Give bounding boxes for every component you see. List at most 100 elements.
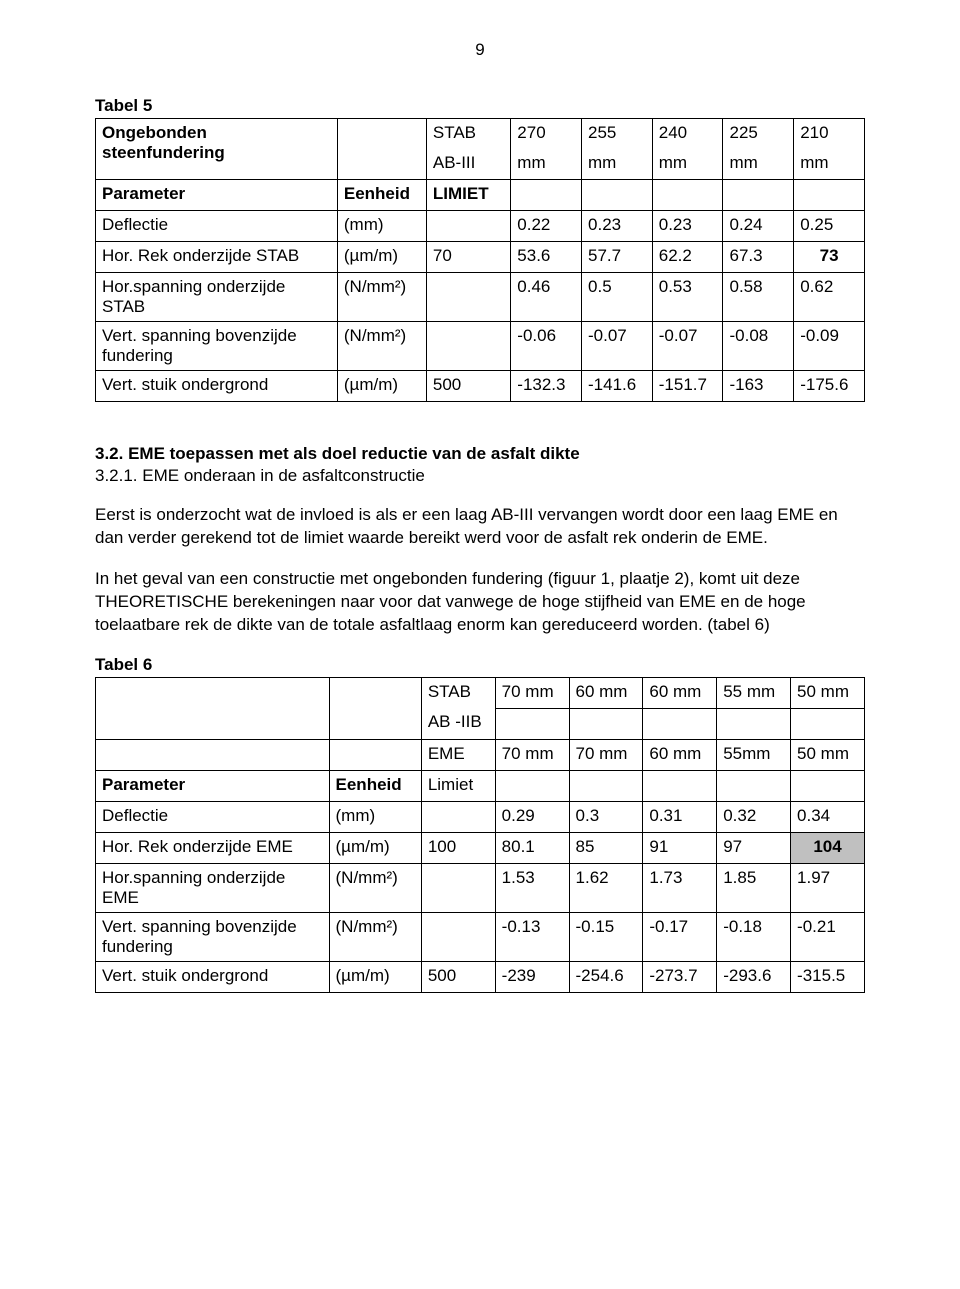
cell: -0.08 xyxy=(723,322,794,371)
cell: 0.62 xyxy=(794,273,865,322)
cell xyxy=(421,863,495,912)
cell: (mm) xyxy=(329,801,421,832)
table-row: EME 70 mm 70 mm 60 mm 55mm 50 mm xyxy=(96,739,865,770)
cell: 270 xyxy=(517,123,545,142)
cell: (N/mm²) xyxy=(329,912,421,961)
section-heading-3-2: 3.2. EME toepassen met als doel reductie… xyxy=(95,444,865,464)
cell: Limiet xyxy=(421,770,495,801)
cell: 240 xyxy=(659,123,687,142)
cell: 500 xyxy=(421,961,495,992)
cell: Deflectie xyxy=(96,211,338,242)
cell: 0.53 xyxy=(652,273,723,322)
table-row: Deflectie(mm)0.220.230.230.240.25 xyxy=(96,211,865,242)
cell: 0.22 xyxy=(511,211,582,242)
cell: Eenheid xyxy=(329,770,421,801)
cell: -141.6 xyxy=(582,371,653,402)
cell: 60 mm xyxy=(643,739,717,770)
cell xyxy=(426,322,510,371)
cell: mm xyxy=(659,153,687,172)
table-row: STAB 70 mm 60 mm 60 mm 55 mm 50 mm xyxy=(96,677,865,708)
cell: -132.3 xyxy=(511,371,582,402)
cell: Vert. spanning bovenzijdefundering xyxy=(96,322,338,371)
table-row: Hor. Rek onderzijde EME(µm/m)10080.18591… xyxy=(96,832,865,863)
cell: -175.6 xyxy=(794,371,865,402)
cell: 0.34 xyxy=(791,801,865,832)
cell: 500 xyxy=(426,371,510,402)
cell: (µm/m) xyxy=(337,371,426,402)
table-row: Parameter Eenheid Limiet xyxy=(96,770,865,801)
cell: -0.15 xyxy=(569,912,643,961)
cell: LIMIET xyxy=(426,180,510,211)
cell: 50 mm xyxy=(791,739,865,770)
cell: Eenheid xyxy=(337,180,426,211)
cell: (µm/m) xyxy=(329,961,421,992)
cell: Vert. spanning bovenzijdefundering xyxy=(96,912,330,961)
cell: STAB xyxy=(433,123,476,142)
table-row: Vert. stuik ondergrond(µm/m)500-239-254.… xyxy=(96,961,865,992)
cell: mm xyxy=(800,153,828,172)
cell: EME xyxy=(421,739,495,770)
cell: Vert. stuik ondergrond xyxy=(96,371,338,402)
cell: -293.6 xyxy=(717,961,791,992)
cell: Hor. Rek onderzijde STAB xyxy=(96,242,338,273)
cell: (N/mm²) xyxy=(329,863,421,912)
cell: 85 xyxy=(569,832,643,863)
cell: -0.21 xyxy=(791,912,865,961)
cell: -0.09 xyxy=(794,322,865,371)
paragraph: In het geval van een constructie met ong… xyxy=(95,568,865,637)
table-row: Deflectie(mm)0.290.30.310.320.34 xyxy=(96,801,865,832)
cell: (µm/m) xyxy=(337,242,426,273)
cell: 55mm xyxy=(717,739,791,770)
cell: 55 mm xyxy=(717,677,791,708)
cell: 67.3 xyxy=(723,242,794,273)
cell: 70 xyxy=(426,242,510,273)
cell: 0.46 xyxy=(511,273,582,322)
cell: 0.31 xyxy=(643,801,717,832)
cell: Parameter xyxy=(96,180,338,211)
cell: 1.85 xyxy=(717,863,791,912)
cell: -0.07 xyxy=(582,322,653,371)
cell: 1.53 xyxy=(495,863,569,912)
cell: 0.23 xyxy=(652,211,723,242)
cell: 210 xyxy=(800,123,828,142)
cell: AB-III xyxy=(433,153,476,172)
paragraph: Eerst is onderzocht wat de invloed is al… xyxy=(95,504,865,550)
cell: Hor.spanning onderzijdeSTAB xyxy=(96,273,338,322)
cell: -163 xyxy=(723,371,794,402)
cell: (N/mm²) xyxy=(337,322,426,371)
cell: 60 mm xyxy=(643,677,717,708)
cell: Parameter xyxy=(96,770,330,801)
cell: 70 mm xyxy=(569,739,643,770)
table-row: Vert. spanning bovenzijdefundering(N/mm²… xyxy=(96,322,865,371)
cell: mm xyxy=(729,153,757,172)
cell: 100 xyxy=(421,832,495,863)
cell: (mm) xyxy=(337,211,426,242)
table-row: Hor.spanning onderzijdeEME(N/mm²)1.531.6… xyxy=(96,863,865,912)
cell: -273.7 xyxy=(643,961,717,992)
cell: Hor. Rek onderzijde EME xyxy=(96,832,330,863)
table5-caption: Tabel 5 xyxy=(95,96,865,116)
cell: 0.58 xyxy=(723,273,794,322)
cell: 225 xyxy=(729,123,757,142)
cell: -0.07 xyxy=(652,322,723,371)
cell: mm xyxy=(517,153,545,172)
table-row: Hor.spanning onderzijdeSTAB(N/mm²)0.460.… xyxy=(96,273,865,322)
cell: -0.17 xyxy=(643,912,717,961)
cell: 91 xyxy=(643,832,717,863)
cell: 0.29 xyxy=(495,801,569,832)
table-row: Vert. spanning bovenzijdefundering(N/mm²… xyxy=(96,912,865,961)
cell: 73 xyxy=(794,242,865,273)
cell: 255 xyxy=(588,123,616,142)
cell: 0.25 xyxy=(794,211,865,242)
table-row: Parameter Eenheid LIMIET xyxy=(96,180,865,211)
cell: 0.32 xyxy=(717,801,791,832)
cell: STAB xyxy=(428,682,471,701)
section-heading-3-2-1: 3.2.1. EME onderaan in de asfaltconstruc… xyxy=(95,466,865,486)
cell: -151.7 xyxy=(652,371,723,402)
cell xyxy=(421,912,495,961)
cell: 97 xyxy=(717,832,791,863)
table-row: Vert. stuik ondergrond(µm/m)500-132.3-14… xyxy=(96,371,865,402)
table-row: Ongebonden steenfundering STAB 270 255 2… xyxy=(96,119,865,150)
cell: -0.13 xyxy=(495,912,569,961)
cell: -0.18 xyxy=(717,912,791,961)
